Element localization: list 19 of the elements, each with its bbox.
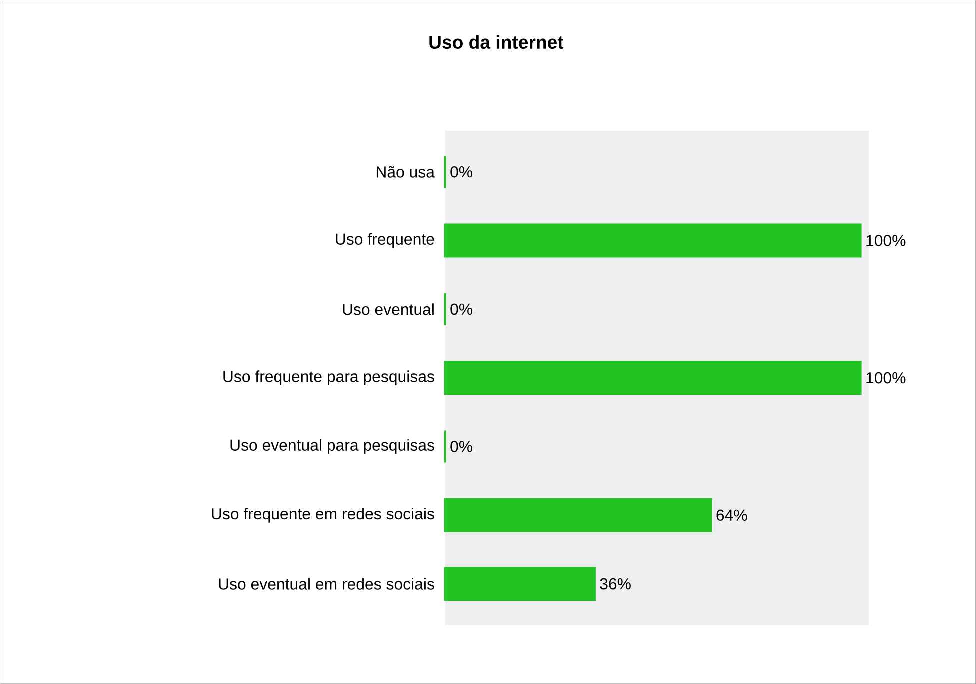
y-tick-label: Uso eventual — [343, 303, 434, 316]
data-label: 36% — [600, 578, 631, 590]
data-label: 0% — [450, 166, 473, 178]
y-tick-label: Uso frequente para pesquisas — [224, 370, 434, 386]
data-label: 64% — [716, 510, 748, 521]
data-label: 100% — [866, 372, 906, 384]
data-label: 0% — [450, 304, 473, 315]
data-label: 100% — [866, 235, 906, 246]
bar — [444, 498, 712, 532]
bar — [444, 224, 862, 258]
y-tick-label: Uso eventual em redes sociais — [219, 578, 434, 590]
y-tick-label: Não usa — [376, 166, 435, 178]
bar — [444, 567, 596, 601]
chart-title: Uso da internet — [430, 35, 564, 49]
y-tick-label: Uso frequente em redes sociais — [212, 508, 434, 523]
y-tick-label: Uso frequente — [336, 233, 434, 248]
y-tick-label: Uso eventual para pesquisas — [230, 439, 434, 454]
data-label: 0% — [450, 441, 473, 452]
bar — [444, 361, 862, 395]
